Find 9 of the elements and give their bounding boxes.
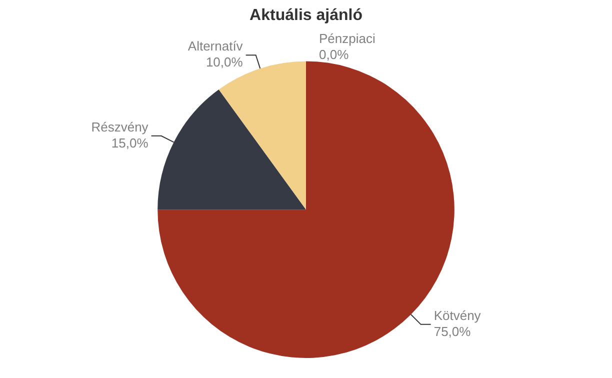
slice-label: Részvény [91,119,149,134]
chart-title: Aktuális ajánló [250,7,363,24]
data-label: 15,0% [111,135,149,150]
data-label: 10,0% [206,54,244,70]
slice-label: Alternatív [188,38,244,54]
slice-label: Kötvény [434,308,482,324]
data-label: 75,0% [434,324,472,340]
text: 0,0% [319,46,349,62]
category-label: Pénzpiaci [319,30,376,46]
